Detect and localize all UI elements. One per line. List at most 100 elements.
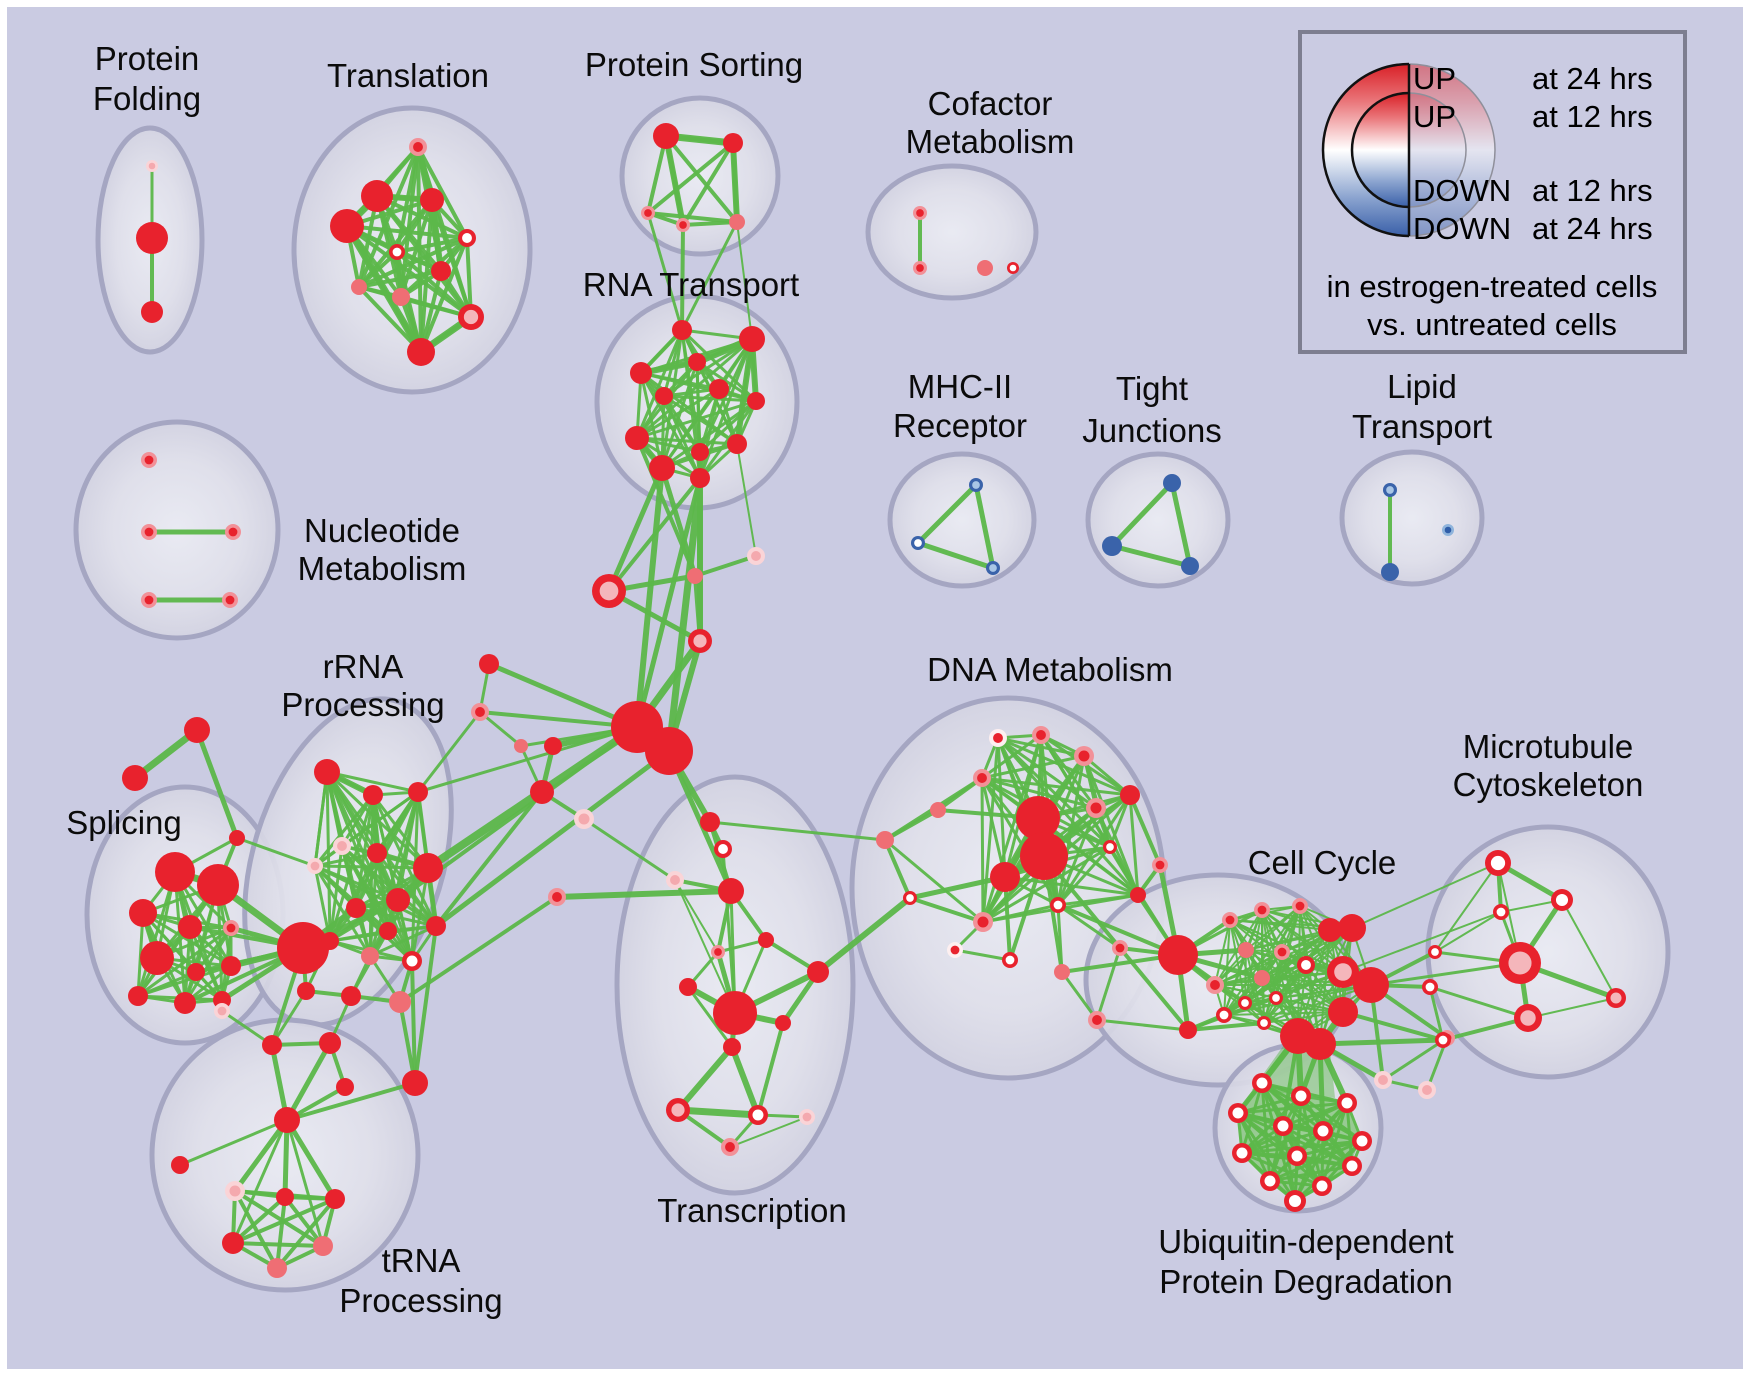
network-node <box>1130 887 1146 903</box>
network-node-core <box>989 564 997 572</box>
network-edge <box>1229 919 1307 966</box>
network-node-core <box>1115 943 1125 953</box>
network-edge <box>635 399 758 440</box>
network-node <box>649 455 675 481</box>
network-node-core <box>1334 963 1352 981</box>
network-edge <box>343 222 425 356</box>
network-edge <box>915 540 996 571</box>
network-node <box>687 568 703 584</box>
cluster-label-trx: Transcription <box>657 1192 847 1229</box>
cluster-label-spl: Splicing <box>66 804 182 841</box>
network-node <box>691 443 709 461</box>
network-node <box>221 956 241 976</box>
network-edge <box>680 223 685 332</box>
network-edge <box>1434 911 1502 953</box>
network-node-core <box>751 551 761 561</box>
network-edge <box>1060 970 1099 1022</box>
network-edge <box>1434 862 1499 953</box>
network-edge <box>973 482 996 571</box>
cluster-label-mt: Cytoskeleton <box>1453 766 1644 803</box>
network-node <box>407 338 435 366</box>
network-node <box>361 947 379 965</box>
network-edge <box>953 948 1012 962</box>
network-edge <box>398 895 559 1004</box>
network-node <box>1016 796 1060 840</box>
network-edge <box>708 820 887 842</box>
network-edge <box>1056 845 1112 907</box>
network-node <box>386 888 410 912</box>
network-edge <box>980 733 1043 780</box>
network-node <box>136 222 168 254</box>
network-node-core <box>144 455 154 465</box>
network-edge <box>275 1197 337 1270</box>
cluster-label-tj: Junctions <box>1082 412 1221 449</box>
network-node-core <box>977 916 989 928</box>
network-node-core <box>679 221 687 229</box>
network-edge <box>1128 793 1162 867</box>
network-edge <box>1056 903 1064 974</box>
network-node-core <box>1520 1010 1536 1026</box>
network-edge <box>660 360 699 470</box>
network-node <box>420 188 444 212</box>
network-node-core <box>310 861 320 871</box>
network-node <box>758 932 774 948</box>
network-node <box>645 727 693 775</box>
network-edge <box>1369 961 1522 987</box>
network-edge <box>1082 754 1132 797</box>
cluster-ellipse-tj <box>1085 451 1231 589</box>
network-edge <box>674 1106 762 1119</box>
network-node-core <box>1490 855 1506 871</box>
network-edge <box>233 1189 279 1270</box>
network-edge <box>756 1021 785 1117</box>
network-node <box>1102 536 1122 556</box>
network-node-core <box>1272 994 1280 1002</box>
network-edge <box>635 328 684 440</box>
network-node-core <box>1317 1125 1329 1137</box>
network-node-core <box>228 527 238 537</box>
network-edge <box>1268 1164 1354 1183</box>
legend-direction: DOWN <box>1413 211 1511 246</box>
network-node <box>313 1236 333 1256</box>
network-node-core <box>1005 955 1015 965</box>
network-node <box>876 831 894 849</box>
cluster-label-cc: Cell Cycle <box>1248 844 1397 881</box>
network-edge <box>1263 951 1283 1024</box>
network-edge <box>660 387 721 470</box>
network-edge <box>398 1000 417 1085</box>
network-node-core <box>693 634 707 648</box>
network-edge <box>1295 1139 1364 1158</box>
network-edge <box>1056 893 1140 907</box>
network-edge <box>736 443 757 557</box>
network-node <box>1328 997 1358 1027</box>
network-node <box>351 279 367 295</box>
network-node <box>1318 918 1342 942</box>
cluster-label-cof: Cofactor <box>928 85 1053 122</box>
network-node-core <box>1092 1015 1102 1025</box>
network-node <box>930 802 946 818</box>
network-node <box>413 853 443 883</box>
network-node <box>1353 967 1389 1003</box>
network-node-core <box>752 1109 764 1121</box>
network-edge <box>680 220 739 332</box>
network-node-core <box>1444 526 1452 534</box>
network-edge <box>231 1118 289 1245</box>
network-node <box>277 922 329 974</box>
network-node-core <box>578 813 590 825</box>
cluster-ellipse-lip <box>1339 449 1485 587</box>
network-edge <box>345 224 473 319</box>
network-edge <box>328 851 379 943</box>
network-edge <box>730 140 740 225</box>
network-edge <box>635 436 697 578</box>
cluster-label-nuc: Nucleotide <box>304 512 460 549</box>
cluster-label-mhc: Receptor <box>893 407 1027 444</box>
cluster-label-dna: DNA Metabolism <box>927 651 1173 688</box>
network-edge <box>220 1009 274 1047</box>
network-edge <box>635 436 739 446</box>
network-node <box>229 830 245 846</box>
network-edge <box>465 236 473 319</box>
network-node <box>530 780 554 804</box>
network-node-core <box>1496 907 1506 917</box>
